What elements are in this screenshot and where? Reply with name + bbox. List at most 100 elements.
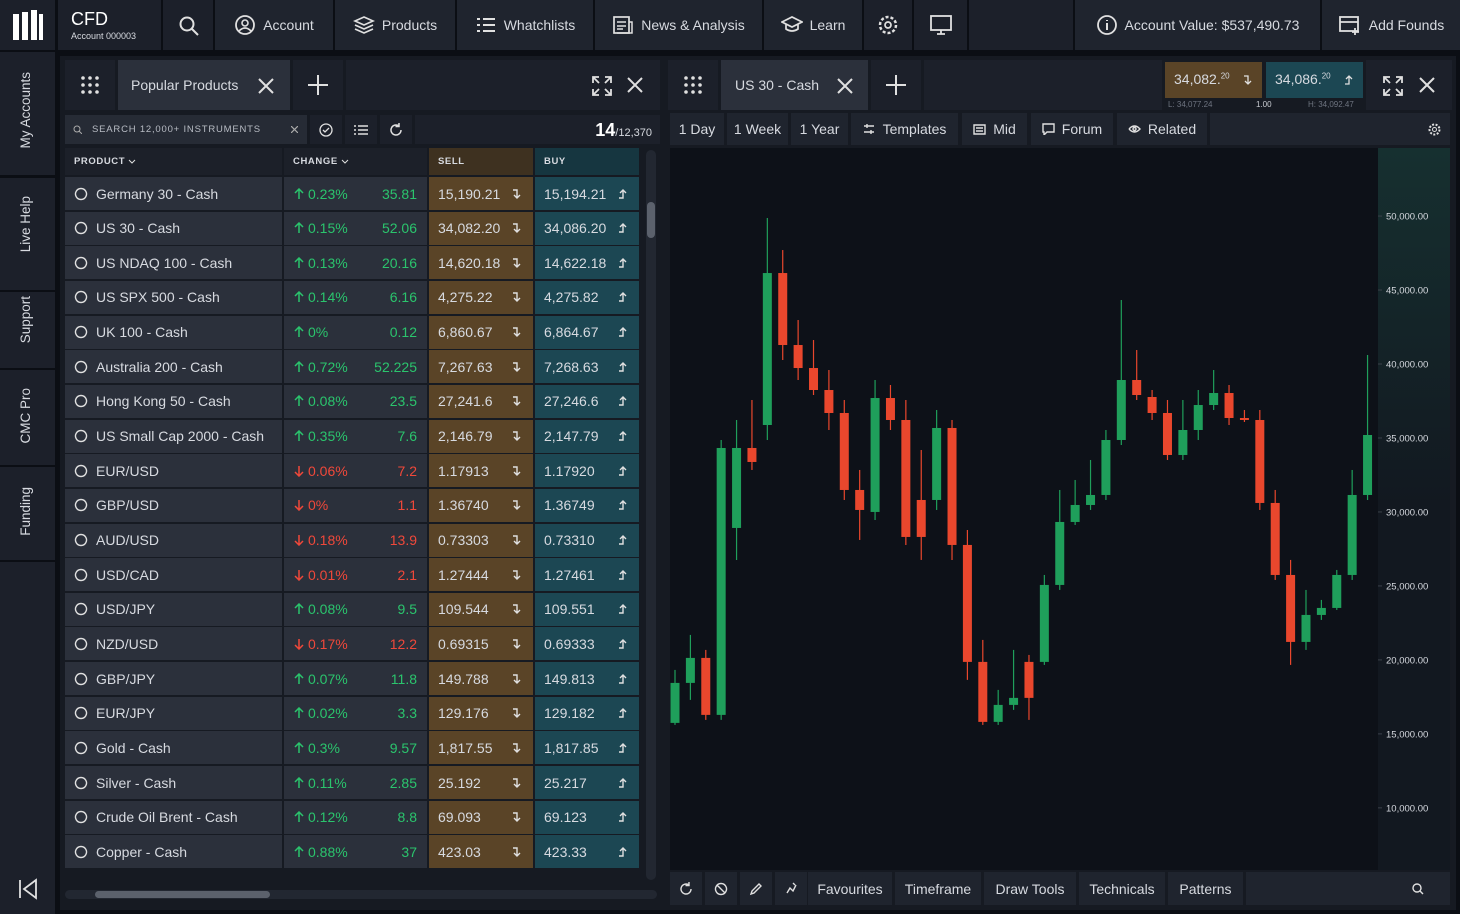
settings-button[interactable] xyxy=(864,0,912,50)
gear-icon[interactable] xyxy=(1428,123,1441,136)
column-header[interactable]: PRODUCT xyxy=(65,148,282,175)
sell-cell[interactable]: 423.03 xyxy=(429,835,533,869)
buy-cell[interactable]: 1.27461 xyxy=(535,558,639,592)
bottom-icon-button[interactable] xyxy=(705,872,737,905)
product-row[interactable]: AUD/USD 0.18% 13.9 0.73303 0.73310 xyxy=(65,523,639,557)
add-funds-button[interactable]: Add Founds xyxy=(1322,0,1460,50)
bottom-tool-button[interactable]: Draw Tools xyxy=(984,872,1076,905)
product-row[interactable]: USD/CAD 0.01% 2.1 1.27444 1.27461 xyxy=(65,558,639,592)
product-row[interactable]: EUR/JPY 0.02% 3.3 129.176 129.182 xyxy=(65,696,639,730)
clear-icon[interactable] xyxy=(291,126,298,133)
buy-cell[interactable]: 129.182 xyxy=(535,696,639,730)
product-row[interactable]: Crude Oil Brent - Cash 0.12% 8.8 69.093 69.1… xyxy=(65,800,639,834)
product-row[interactable]: US Small Cap 2000 - Cash 0.35% 7.6 2,146.79… xyxy=(65,419,639,453)
sell-cell[interactable]: 149.788 xyxy=(429,662,533,696)
buy-cell[interactable]: 0.69333 xyxy=(535,627,639,661)
sidebar-tab[interactable]: CMC Pro xyxy=(0,370,55,465)
sell-cell[interactable]: 2,146.79 xyxy=(429,419,533,453)
nav-learn[interactable]: Learn xyxy=(764,0,862,50)
sell-cell[interactable]: 69.093 xyxy=(429,800,533,834)
toolbar-button[interactable]: Mid xyxy=(962,113,1027,145)
search-button[interactable] xyxy=(163,0,213,50)
buy-cell[interactable]: 6,864.67 xyxy=(535,315,639,349)
bottom-tool-button[interactable]: Technicals xyxy=(1079,872,1165,905)
buy-cell[interactable]: 2,147.79 xyxy=(535,419,639,453)
toolbar-button[interactable]: 1 Day xyxy=(670,113,724,145)
refresh-button[interactable] xyxy=(380,115,412,144)
bottom-tool-button[interactable]: Patterns xyxy=(1168,872,1243,905)
list-button[interactable] xyxy=(345,115,377,144)
buy-cell[interactable]: 15,194.21 xyxy=(535,177,639,210)
buy-cell[interactable]: 4,275.82 xyxy=(535,280,639,314)
product-row[interactable]: US 30 - Cash 0.15% 52.06 34,082.20 34,086.20 xyxy=(65,211,639,245)
toolbar-button[interactable]: Templates xyxy=(851,113,958,145)
toolbar-button[interactable]: 1 Year xyxy=(791,113,848,145)
search-icon[interactable] xyxy=(1412,883,1424,895)
nav-watchlists[interactable]: Whatchlists xyxy=(457,0,593,50)
buy-cell[interactable]: 14,622.18 xyxy=(535,246,639,280)
product-row[interactable]: NZD/USD 0.17% 12.2 0.69315 0.69333 xyxy=(65,627,639,661)
sell-cell[interactable]: 1.27444 xyxy=(429,558,533,592)
sell-cell[interactable]: 15,190.21 xyxy=(429,177,533,210)
sell-cell[interactable]: 1,817.55 xyxy=(429,731,533,765)
buy-cell[interactable]: 423.33 xyxy=(535,835,639,869)
collapse-icon[interactable] xyxy=(17,878,39,900)
bottom-icon-button[interactable] xyxy=(740,872,772,905)
column-header[interactable]: CHANGE xyxy=(284,148,427,175)
sell-cell[interactable]: 0.73303 xyxy=(429,523,533,557)
filter-button[interactable] xyxy=(310,115,342,144)
buy-cell[interactable]: 109.551 xyxy=(535,592,639,626)
buy-cell[interactable]: 149.813 xyxy=(535,662,639,696)
product-row[interactable]: Copper - Cash 0.88% 37 423.03 423.33 xyxy=(65,835,639,869)
product-row[interactable]: EUR/USD 0.06% 7.2 1.17913 1.17920 xyxy=(65,454,639,488)
close-icon[interactable] xyxy=(837,78,853,94)
sidebar-tab[interactable]: Funding xyxy=(0,467,55,560)
sidebar-tab[interactable]: Support xyxy=(0,292,55,368)
sell-cell[interactable]: 4,275.22 xyxy=(429,280,533,314)
sell-cell[interactable]: 1.17913 xyxy=(429,454,533,488)
panel-tab[interactable]: US 30 - Cash xyxy=(721,60,868,110)
sell-cell[interactable]: 7,267.63 xyxy=(429,350,533,384)
toolbar-button[interactable]: Related xyxy=(1117,113,1207,145)
product-row[interactable]: UK 100 - Cash 0% 0.12 6,860.67 6,864.67 xyxy=(65,315,639,349)
product-row[interactable]: US NDAQ 100 - Cash 0.13% 20.16 14,620.18 14,… xyxy=(65,246,639,280)
account-switch[interactable]: CFD Account 000003 xyxy=(58,0,161,50)
sell-cell[interactable]: 25.192 xyxy=(429,766,533,800)
bottom-icon-button[interactable] xyxy=(775,872,807,905)
sell-cell[interactable]: 34,082.20 xyxy=(429,211,533,245)
expand-icon[interactable] xyxy=(591,75,613,97)
search-input[interactable]: SEARCH 12,000+ INSTRUMENTS xyxy=(65,115,307,144)
sell-cell[interactable]: 129.176 xyxy=(429,696,533,730)
product-row[interactable]: Hong Kong 50 - Cash 0.08% 23.5 27,241.6 27,2… xyxy=(65,384,639,418)
display-button[interactable] xyxy=(914,0,967,50)
buy-cell[interactable]: 1.17920 xyxy=(535,454,639,488)
v-scroll-thumb[interactable] xyxy=(647,202,655,238)
buy-price-button[interactable]: 34,086.20 xyxy=(1266,62,1363,98)
nav-account[interactable]: Account xyxy=(215,0,333,50)
product-row[interactable]: US SPX 500 - Cash 0.14% 6.16 4,275.22 4,275.… xyxy=(65,280,639,314)
buy-cell[interactable]: 7,268.63 xyxy=(535,350,639,384)
panel-tab[interactable]: Popular Products xyxy=(118,60,290,110)
expand-icon[interactable] xyxy=(1382,75,1404,97)
buy-cell[interactable]: 1.36749 xyxy=(535,488,639,522)
toolbar-button[interactable]: 1 Week xyxy=(727,113,788,145)
product-row[interactable]: GBP/JPY 0.07% 11.8 149.788 149.813 xyxy=(65,662,639,696)
sell-cell[interactable]: 14,620.18 xyxy=(429,246,533,280)
panel-menu[interactable] xyxy=(65,60,115,110)
close-icon[interactable] xyxy=(258,78,274,94)
buy-cell[interactable]: 34,086.20 xyxy=(535,211,639,245)
sidebar-tab[interactable]: My Accounts xyxy=(0,52,55,175)
sell-cell[interactable]: 0.69315 xyxy=(429,627,533,661)
buy-cell[interactable]: 25.217 xyxy=(535,766,639,800)
product-row[interactable]: Silver - Cash 0.11% 2.85 25.192 25.217 xyxy=(65,766,639,800)
sell-cell[interactable]: 109.544 xyxy=(429,592,533,626)
buy-cell[interactable]: 69.123 xyxy=(535,800,639,834)
product-row[interactable]: Germany 30 - Cash 0.23% 35.81 15,190.21 15,1… xyxy=(65,177,639,210)
bottom-tool-button[interactable]: Favourites xyxy=(808,872,892,905)
buy-cell[interactable]: 0.73310 xyxy=(535,523,639,557)
logo[interactable] xyxy=(0,0,55,50)
sell-price-button[interactable]: 34,082.20 xyxy=(1165,62,1262,98)
product-row[interactable]: GBP/USD 0% 1.1 1.36740 1.36749 xyxy=(65,488,639,522)
bottom-tool-button[interactable]: Timeframe xyxy=(895,872,981,905)
h-scroll-thumb[interactable] xyxy=(95,891,270,898)
